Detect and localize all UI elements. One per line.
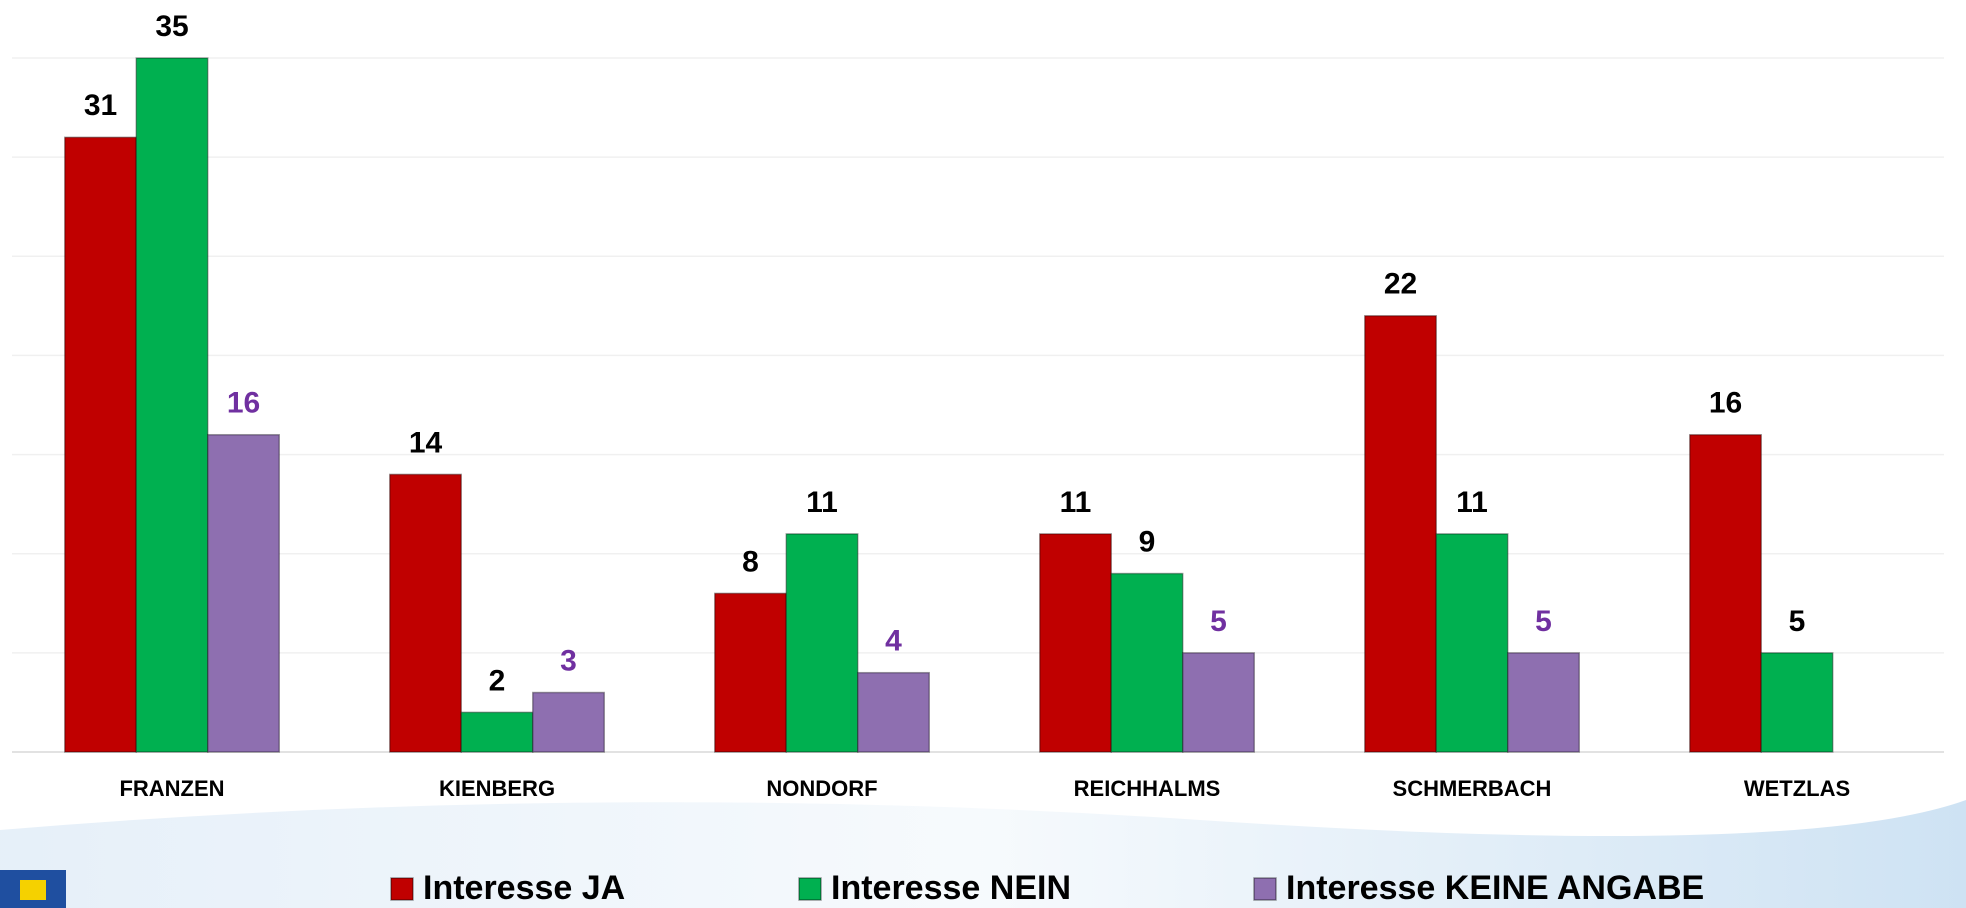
bar [714,592,787,753]
bar [135,57,209,753]
legend-swatch [390,877,414,901]
bar [857,671,930,753]
legend-label: Interesse NEIN [831,869,1071,907]
data-label: 5 [1789,605,1806,638]
bar [532,691,605,753]
bar [64,136,137,753]
legend-swatch [798,877,822,901]
flag-icon-detail [20,880,46,900]
bar [207,433,280,753]
bar [1507,652,1580,753]
data-label: 11 [1060,486,1092,519]
x-tick-label: FRANZEN [119,776,224,801]
data-label: 4 [885,625,902,658]
legend-label: Interesse KEINE ANGABE [1286,869,1704,907]
data-label: 5 [1535,605,1552,638]
bar [785,533,859,753]
bar [1364,315,1437,753]
bar [1110,572,1184,753]
x-tick-label: REICHHALMS [1074,776,1221,801]
data-label: 35 [155,10,188,43]
bar [1039,533,1112,753]
legend-swatch [1253,877,1277,901]
data-label: 2 [489,664,506,697]
bar [1689,433,1762,753]
data-label: 16 [1709,387,1742,420]
data-label: 14 [409,426,443,459]
data-label: 9 [1139,525,1156,558]
data-label: 11 [806,486,838,519]
bar [389,473,462,753]
background-swoosh [0,800,1966,908]
x-tick-label: KIENBERG [439,776,555,801]
bar [1435,533,1509,753]
data-label: 5 [1210,605,1227,638]
x-tick-label: NONDORF [766,776,877,801]
data-label: 31 [84,89,117,122]
bar [460,711,534,753]
bar [1760,652,1834,753]
data-label: 3 [560,644,577,677]
data-label: 8 [742,545,759,578]
x-tick-label: WETZLAS [1744,776,1850,801]
data-label: 16 [227,387,260,420]
x-tick-label: SCHMERBACH [1393,776,1552,801]
data-label: 22 [1384,268,1417,301]
bar [1182,652,1255,753]
data-label: 11 [1456,486,1488,519]
legend-label: Interesse JA [423,869,625,907]
